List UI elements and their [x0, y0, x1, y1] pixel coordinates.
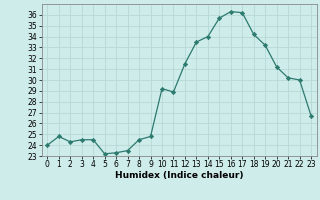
X-axis label: Humidex (Indice chaleur): Humidex (Indice chaleur): [115, 171, 244, 180]
